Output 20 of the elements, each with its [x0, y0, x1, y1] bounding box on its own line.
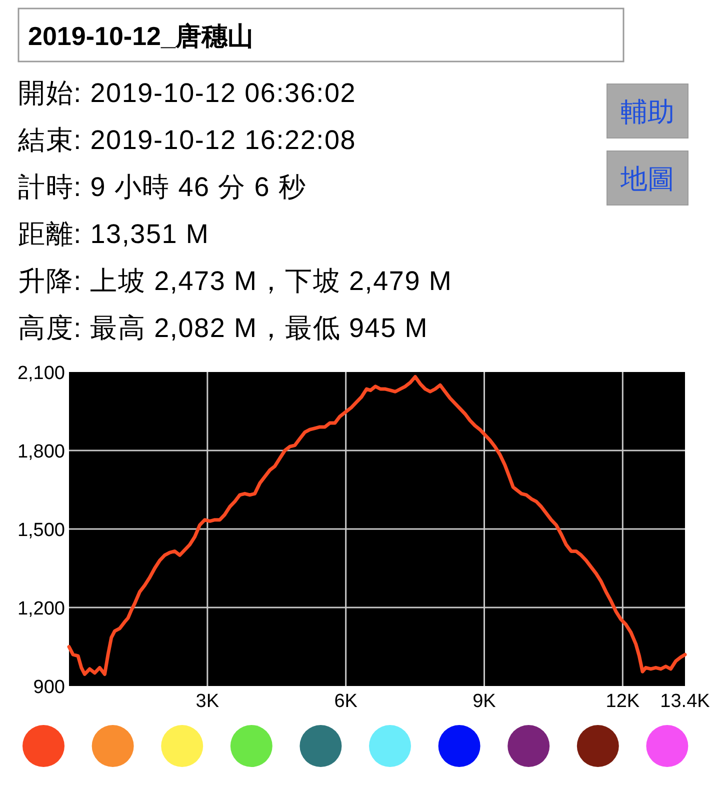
y-tick-label: 1,800 [17, 442, 65, 462]
annotation: 結束: 2019-10-12 16:22:08 [18, 125, 356, 155]
y-tick-label: 1,200 [17, 598, 65, 620]
chart-title: 2019-10-12_唐穗山 [28, 21, 254, 51]
annotation: 開始: 2019-10-12 06:36:02 [18, 78, 356, 108]
y-tick-label: 2,100 [17, 363, 65, 384]
annotation: 高度: 最高 2,082 M，最低 945 M [18, 313, 428, 343]
annotation: 距離: 13,351 M [18, 219, 210, 249]
x-tick-label: 3K [196, 691, 220, 712]
x-tick-label: 13.4K [660, 691, 710, 712]
y-tick-label: 1,500 [17, 520, 65, 541]
x-tick-label: 9K [472, 691, 496, 712]
x-tick-label: 12K [606, 691, 640, 712]
button: 輔助 [606, 84, 688, 138]
title: 2019-10-12_唐穗山 [18, 8, 624, 62]
annotation: 計時: 9 小時 46 分 6 秒 [18, 172, 306, 202]
button: 地圖 [606, 150, 688, 206]
y-tick-label: 900 [33, 677, 65, 698]
annotation: 升降: 上坡 2,473 M，下坡 2,479 M [18, 266, 452, 296]
x-tick-label: 6K [334, 691, 358, 712]
